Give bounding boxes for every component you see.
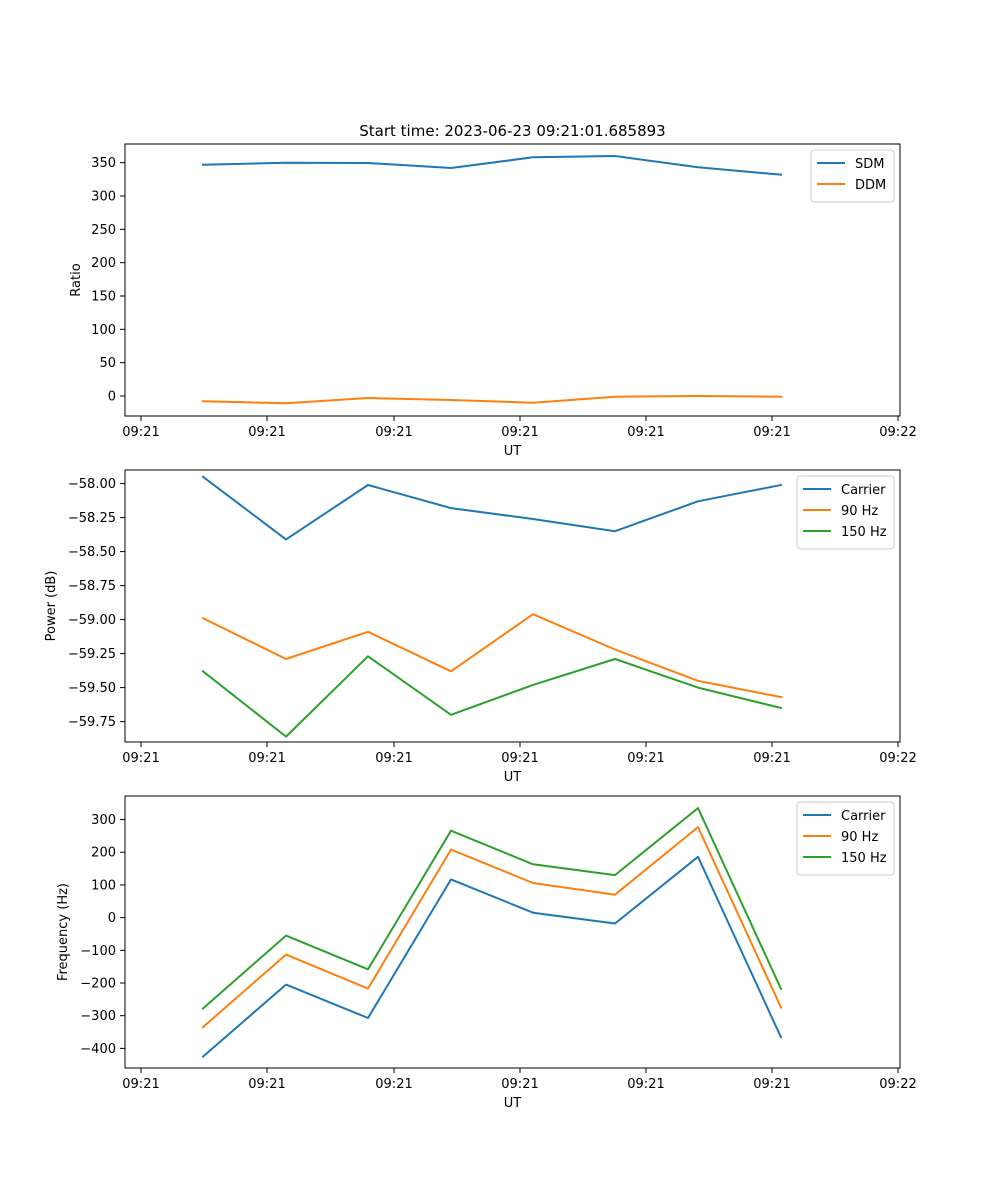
x-tick-label: 09:21 (753, 425, 790, 440)
y-tick-label: 200 (91, 256, 116, 271)
x-tick-label: 09:21 (627, 425, 664, 440)
x-tick-label: 09:21 (375, 751, 412, 766)
axes-frame (124, 469, 901, 743)
legend: Carrier 90 Hz 150 Hz (796, 801, 895, 876)
legend: SDM DDM (810, 149, 895, 203)
series-line-carrier (201, 855, 783, 1059)
x-tick-label: 09:21 (627, 1077, 664, 1092)
x-tick-label: 09:21 (627, 751, 664, 766)
y-tick-label: 150 (91, 290, 116, 305)
y-tick-label: 250 (91, 223, 116, 238)
legend-label: Carrier (841, 809, 886, 824)
y-axis-label: Ratio (69, 263, 84, 296)
chart-panel-2: 09:21 09:21 09:21 09:21 09:21 09:21 09:22 −58.0… (44, 469, 917, 785)
y-tick-label: −400 (80, 1042, 116, 1057)
legend-label: 90 Hz (841, 504, 878, 519)
x-tick-label: 09:21 (501, 425, 538, 440)
axes-frame (124, 143, 901, 417)
axes-frame (124, 795, 901, 1069)
y-axis-label: Frequency (Hz) (56, 883, 71, 981)
y-tick-label: 200 (91, 846, 116, 861)
chart-panel-1: 09:21 09:21 09:21 09:21 09:21 09:21 09:22 0 50 10… (69, 143, 917, 459)
x-axis-label: UT (504, 444, 522, 459)
x-tick-label: 09:21 (753, 1077, 790, 1092)
y-tick-label: −59.00 (68, 613, 116, 628)
series-line-90-hz (201, 613, 783, 699)
y-tick-label: 100 (91, 323, 116, 338)
x-tick-label: 09:21 (375, 1077, 412, 1092)
y-tick-label: −58.50 (68, 545, 116, 560)
x-tick-label: 09:21 (375, 425, 412, 440)
y-tick-label: 0 (108, 911, 116, 926)
x-tick-label: 09:21 (122, 425, 159, 440)
y-tick-label: −200 (80, 977, 116, 992)
y-tick-label: −58.25 (68, 511, 116, 526)
x-tick-label: 09:21 (501, 751, 538, 766)
x-tick-label: 09:21 (501, 1077, 538, 1092)
y-tick-label: −59.50 (68, 681, 116, 696)
series-line-150-hz (201, 655, 783, 738)
legend-label: 90 Hz (841, 830, 878, 845)
x-axis-label: UT (504, 1096, 522, 1111)
x-tick-label: 09:21 (122, 1077, 159, 1092)
series-line-90-hz (201, 826, 783, 1029)
y-tick-label: 300 (91, 813, 116, 828)
legend-label: 150 Hz (841, 525, 887, 540)
x-tick-label: 09:21 (753, 751, 790, 766)
series-line-sdm (201, 155, 783, 176)
y-tick-label: −59.25 (68, 647, 116, 662)
y-tick-label: −59.75 (68, 715, 116, 730)
y-axis-label: Power (dB) (44, 571, 59, 642)
y-tick-label: 0 (108, 390, 116, 405)
series-line-150-hz (201, 807, 783, 1010)
y-tick-label: −58.00 (68, 477, 116, 492)
y-tick-label: 300 (91, 190, 116, 205)
x-axis-label: UT (504, 770, 522, 785)
y-tick-label: 50 (99, 356, 116, 371)
y-tick-label: −100 (80, 944, 116, 959)
y-tick-label: −300 (80, 1009, 116, 1024)
legend: Carrier 90 Hz 150 Hz (796, 475, 895, 550)
series-line-ddm (201, 395, 783, 405)
legend-label: DDM (855, 178, 886, 193)
chart-panel-3: 09:21 09:21 09:21 09:21 09:21 09:21 09:22 300 20… (56, 795, 917, 1111)
legend-label: 150 Hz (841, 851, 887, 866)
x-tick-label: 09:22 (879, 1077, 916, 1092)
x-tick-label: 09:22 (879, 425, 916, 440)
x-tick-label: 09:22 (879, 751, 916, 766)
legend-label: SDM (855, 157, 884, 172)
y-tick-label: −58.75 (68, 579, 116, 594)
series-line-carrier (201, 475, 783, 541)
x-tick-label: 09:21 (248, 425, 285, 440)
x-tick-label: 09:21 (248, 1077, 285, 1092)
figure-title: Start time: 2023-06-23 09:21:01.685893 (359, 122, 665, 140)
x-tick-label: 09:21 (122, 751, 159, 766)
x-tick-label: 09:21 (248, 751, 285, 766)
y-tick-label: 350 (91, 156, 116, 171)
legend-label: Carrier (841, 483, 886, 498)
y-tick-label: 100 (91, 878, 116, 893)
